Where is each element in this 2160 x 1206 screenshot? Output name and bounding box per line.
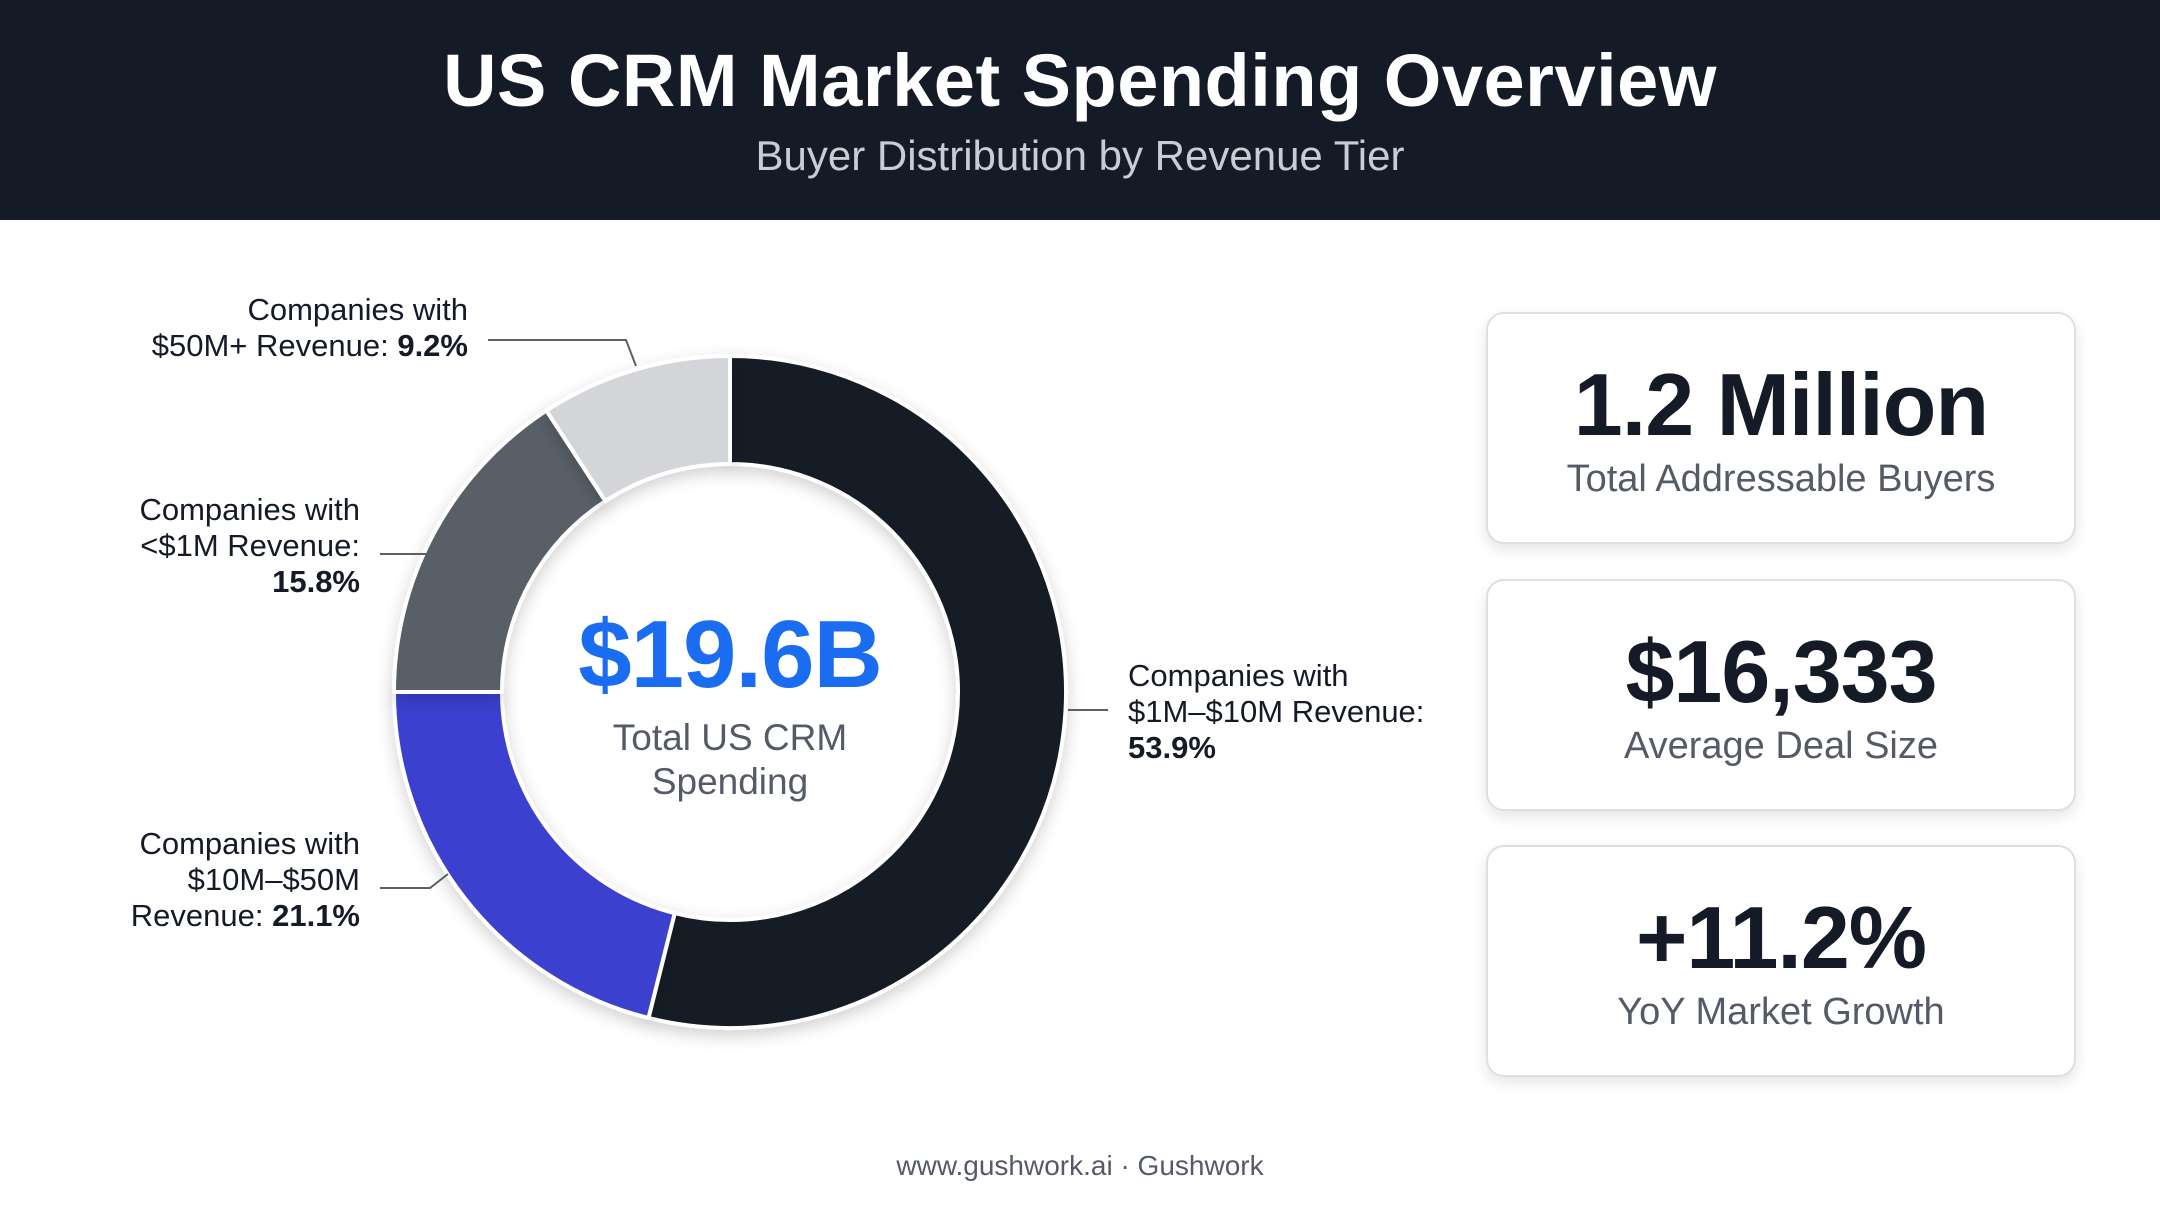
- footer-credit: www.gushwork.ai · Gushwork: [896, 1150, 1264, 1181]
- header-banner: US CRM Market Spending Overview Buyer Di…: [0, 0, 2160, 220]
- donut-labels: Companies with $1M–$10M Revenue: 53.9% Comp…: [131, 292, 1425, 933]
- page-title: US CRM Market Spending Overview: [443, 39, 1717, 122]
- page-subtitle: Buyer Distribution by Revenue Tier: [755, 132, 1405, 179]
- total-spending-label-line1: Total US CRM: [612, 717, 848, 758]
- leader-line-4: [488, 339, 637, 367]
- slice-label-1: Companies with $1M–$10M Revenue: 53.9%: [1128, 658, 1424, 765]
- donut-slice-1: [646, 354, 1068, 1030]
- stat-label-deal-size: Average Deal Size: [1623, 725, 1939, 767]
- total-spending-label: Total US CRM Spending: [530, 716, 930, 804]
- stat-value-deal-size: $16,333: [1625, 622, 1937, 721]
- stat-card-growth: +11.2% YoY Market Growth: [1486, 845, 2076, 1077]
- total-spending-value: $19.6B: [578, 601, 883, 708]
- slice-label-4: Companies with $50M+ Revenue: 9.2%: [152, 292, 468, 363]
- stat-label-buyers: Total Addressable Buyers: [1566, 458, 1996, 500]
- leader-line-2: [380, 873, 449, 889]
- stat-value-buyers: 1.2 Million: [1573, 355, 1989, 454]
- stat-card-buyers: 1.2 Million Total Addressable Buyers: [1486, 312, 2076, 544]
- donut-slice-4: [544, 354, 732, 504]
- slice-label-3: Companies with <$1M Revenue: 15.8%: [139, 492, 360, 599]
- stat-label-growth: YoY Market Growth: [1617, 991, 1945, 1033]
- stat-card-deal-size: $16,333 Average Deal Size: [1486, 579, 2076, 811]
- donut-slice-2: [392, 690, 677, 1020]
- slice-label-2: Companies with $10M–$50M Revenue: 21.1%: [131, 826, 360, 933]
- stat-value-growth: +11.2%: [1635, 888, 1927, 987]
- total-spending-label-line2: Spending: [651, 761, 809, 802]
- donut-slices: [392, 354, 1068, 1030]
- donut-chart: Companies with $1M–$10M Revenue: 53.9% Comp…: [131, 292, 1425, 1030]
